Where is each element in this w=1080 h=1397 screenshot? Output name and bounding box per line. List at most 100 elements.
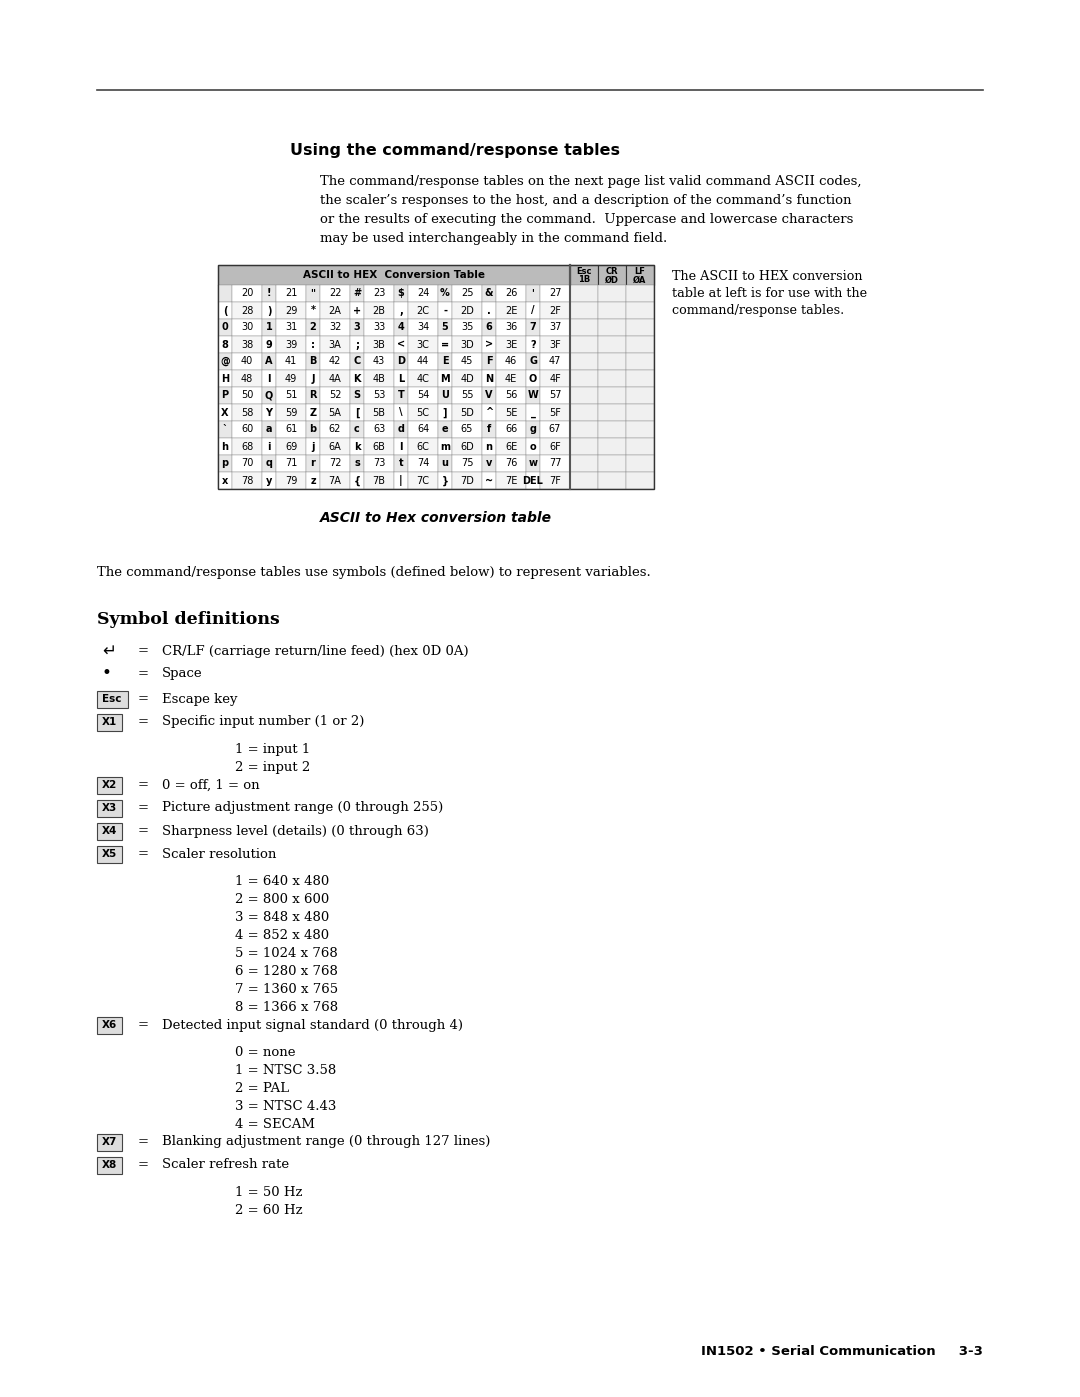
Text: V: V <box>485 391 492 401</box>
Text: 38: 38 <box>241 339 253 349</box>
Bar <box>364 387 394 404</box>
Bar <box>408 472 438 489</box>
Bar <box>482 285 496 302</box>
Text: u: u <box>442 458 448 468</box>
Text: 77: 77 <box>549 458 562 468</box>
Text: r: r <box>311 458 315 468</box>
Text: =: = <box>138 848 149 861</box>
Bar <box>482 455 496 472</box>
Bar <box>320 420 350 439</box>
Text: !: ! <box>267 289 271 299</box>
Bar <box>496 439 526 455</box>
Text: Esc: Esc <box>577 267 592 277</box>
Text: {: { <box>353 475 361 486</box>
Text: =: = <box>138 778 149 792</box>
Text: s: s <box>354 458 360 468</box>
Text: 65: 65 <box>461 425 473 434</box>
Text: Specific input number (1 or 2): Specific input number (1 or 2) <box>162 715 364 728</box>
FancyBboxPatch shape <box>96 1017 121 1034</box>
Bar <box>218 387 232 404</box>
Bar <box>394 285 408 302</box>
Bar <box>364 420 394 439</box>
Bar <box>262 285 276 302</box>
Bar <box>262 302 276 319</box>
Bar <box>364 319 394 337</box>
Bar <box>626 319 654 337</box>
Text: 7D: 7D <box>460 475 474 486</box>
Bar <box>453 387 482 404</box>
Text: 6A: 6A <box>328 441 341 451</box>
Bar <box>320 353 350 370</box>
Text: IN1502 • Serial Communication     3-3: IN1502 • Serial Communication 3-3 <box>701 1345 983 1358</box>
Text: ASCII to HEX  Conversion Table: ASCII to HEX Conversion Table <box>303 270 485 279</box>
Bar <box>306 337 320 353</box>
Bar <box>570 455 598 472</box>
Bar <box>526 420 540 439</box>
Bar <box>364 337 394 353</box>
Text: 61: 61 <box>285 425 297 434</box>
Text: 39: 39 <box>285 339 297 349</box>
Bar <box>526 319 540 337</box>
Bar <box>598 285 626 302</box>
Text: the scaler’s responses to the host, and a description of the command’s function: the scaler’s responses to the host, and … <box>320 194 851 207</box>
Text: 0 = off, 1 = on: 0 = off, 1 = on <box>162 778 259 792</box>
Bar <box>394 387 408 404</box>
Text: 1 = NTSC 3.58: 1 = NTSC 3.58 <box>235 1065 336 1077</box>
Text: X5: X5 <box>102 849 117 859</box>
Bar <box>570 370 598 387</box>
Text: ': ' <box>531 289 535 299</box>
Bar <box>598 404 626 420</box>
Text: 6D: 6D <box>460 441 474 451</box>
Text: 33: 33 <box>373 323 386 332</box>
Text: 5D: 5D <box>460 408 474 418</box>
Bar <box>438 370 453 387</box>
Bar <box>626 285 654 302</box>
Text: +: + <box>353 306 361 316</box>
Bar <box>394 472 408 489</box>
Text: 32: 32 <box>328 323 341 332</box>
Text: command/response tables.: command/response tables. <box>672 305 845 317</box>
Text: 78: 78 <box>241 475 253 486</box>
Text: S: S <box>353 391 361 401</box>
Text: 8 = 1366 x 768: 8 = 1366 x 768 <box>235 1002 338 1014</box>
Bar <box>626 472 654 489</box>
Text: 4C: 4C <box>417 373 430 384</box>
Bar <box>320 302 350 319</box>
Text: 5C: 5C <box>417 408 430 418</box>
Text: Using the command/response tables: Using the command/response tables <box>291 142 620 158</box>
Bar <box>320 319 350 337</box>
Bar <box>598 370 626 387</box>
Text: 73: 73 <box>373 458 386 468</box>
Bar <box>232 353 262 370</box>
Text: Blanking adjustment range (0 through 127 lines): Blanking adjustment range (0 through 127… <box>162 1136 490 1148</box>
Bar <box>626 370 654 387</box>
Bar <box>262 439 276 455</box>
Bar <box>598 439 626 455</box>
Bar <box>482 404 496 420</box>
FancyBboxPatch shape <box>96 714 121 731</box>
Text: 71: 71 <box>285 458 297 468</box>
Bar <box>218 285 232 302</box>
Bar <box>598 302 626 319</box>
Text: p: p <box>221 458 229 468</box>
Text: x: x <box>221 475 228 486</box>
Bar <box>218 370 232 387</box>
Text: Scaler refresh rate: Scaler refresh rate <box>162 1158 289 1172</box>
Text: CR: CR <box>606 267 619 277</box>
Text: Sharpness level (details) (0 through 63): Sharpness level (details) (0 through 63) <box>162 824 429 837</box>
Text: 57: 57 <box>549 391 562 401</box>
Text: #: # <box>353 289 361 299</box>
Text: 45: 45 <box>461 356 473 366</box>
Text: 4 = SECAM: 4 = SECAM <box>235 1118 315 1132</box>
Bar <box>408 285 438 302</box>
Bar <box>408 387 438 404</box>
Bar <box>438 285 453 302</box>
Text: 59: 59 <box>285 408 297 418</box>
Text: z: z <box>310 475 315 486</box>
Bar <box>276 353 306 370</box>
Text: g: g <box>529 425 537 434</box>
Text: Escape key: Escape key <box>162 693 238 705</box>
Bar <box>306 455 320 472</box>
Bar <box>364 370 394 387</box>
Text: 2 = PAL: 2 = PAL <box>235 1083 289 1095</box>
